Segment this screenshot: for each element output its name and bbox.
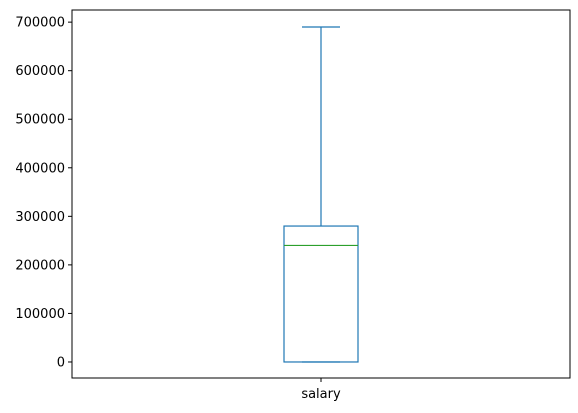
y-tick-label-300000: 300000 [15,210,65,225]
plot-frame [71,9,571,379]
y-axis: 0 100000 200000 300000 400000 500000 600000 700… [15,16,72,370]
y-tick-label-700000: 700000 [15,16,65,31]
y-tick-label-200000: 200000 [15,258,65,273]
x-tick-label-salary: salary [301,387,341,402]
y-tick-label-400000: 400000 [15,161,65,176]
y-tick-label-100000: 100000 [15,307,65,322]
y-tick-label-600000: 600000 [15,64,65,79]
y-tick-label-500000: 500000 [15,113,65,128]
interquartile-box [283,225,359,363]
box-salary [283,26,359,363]
x-axis: salary [301,378,341,402]
y-tick-label-0: 0 [57,355,65,370]
